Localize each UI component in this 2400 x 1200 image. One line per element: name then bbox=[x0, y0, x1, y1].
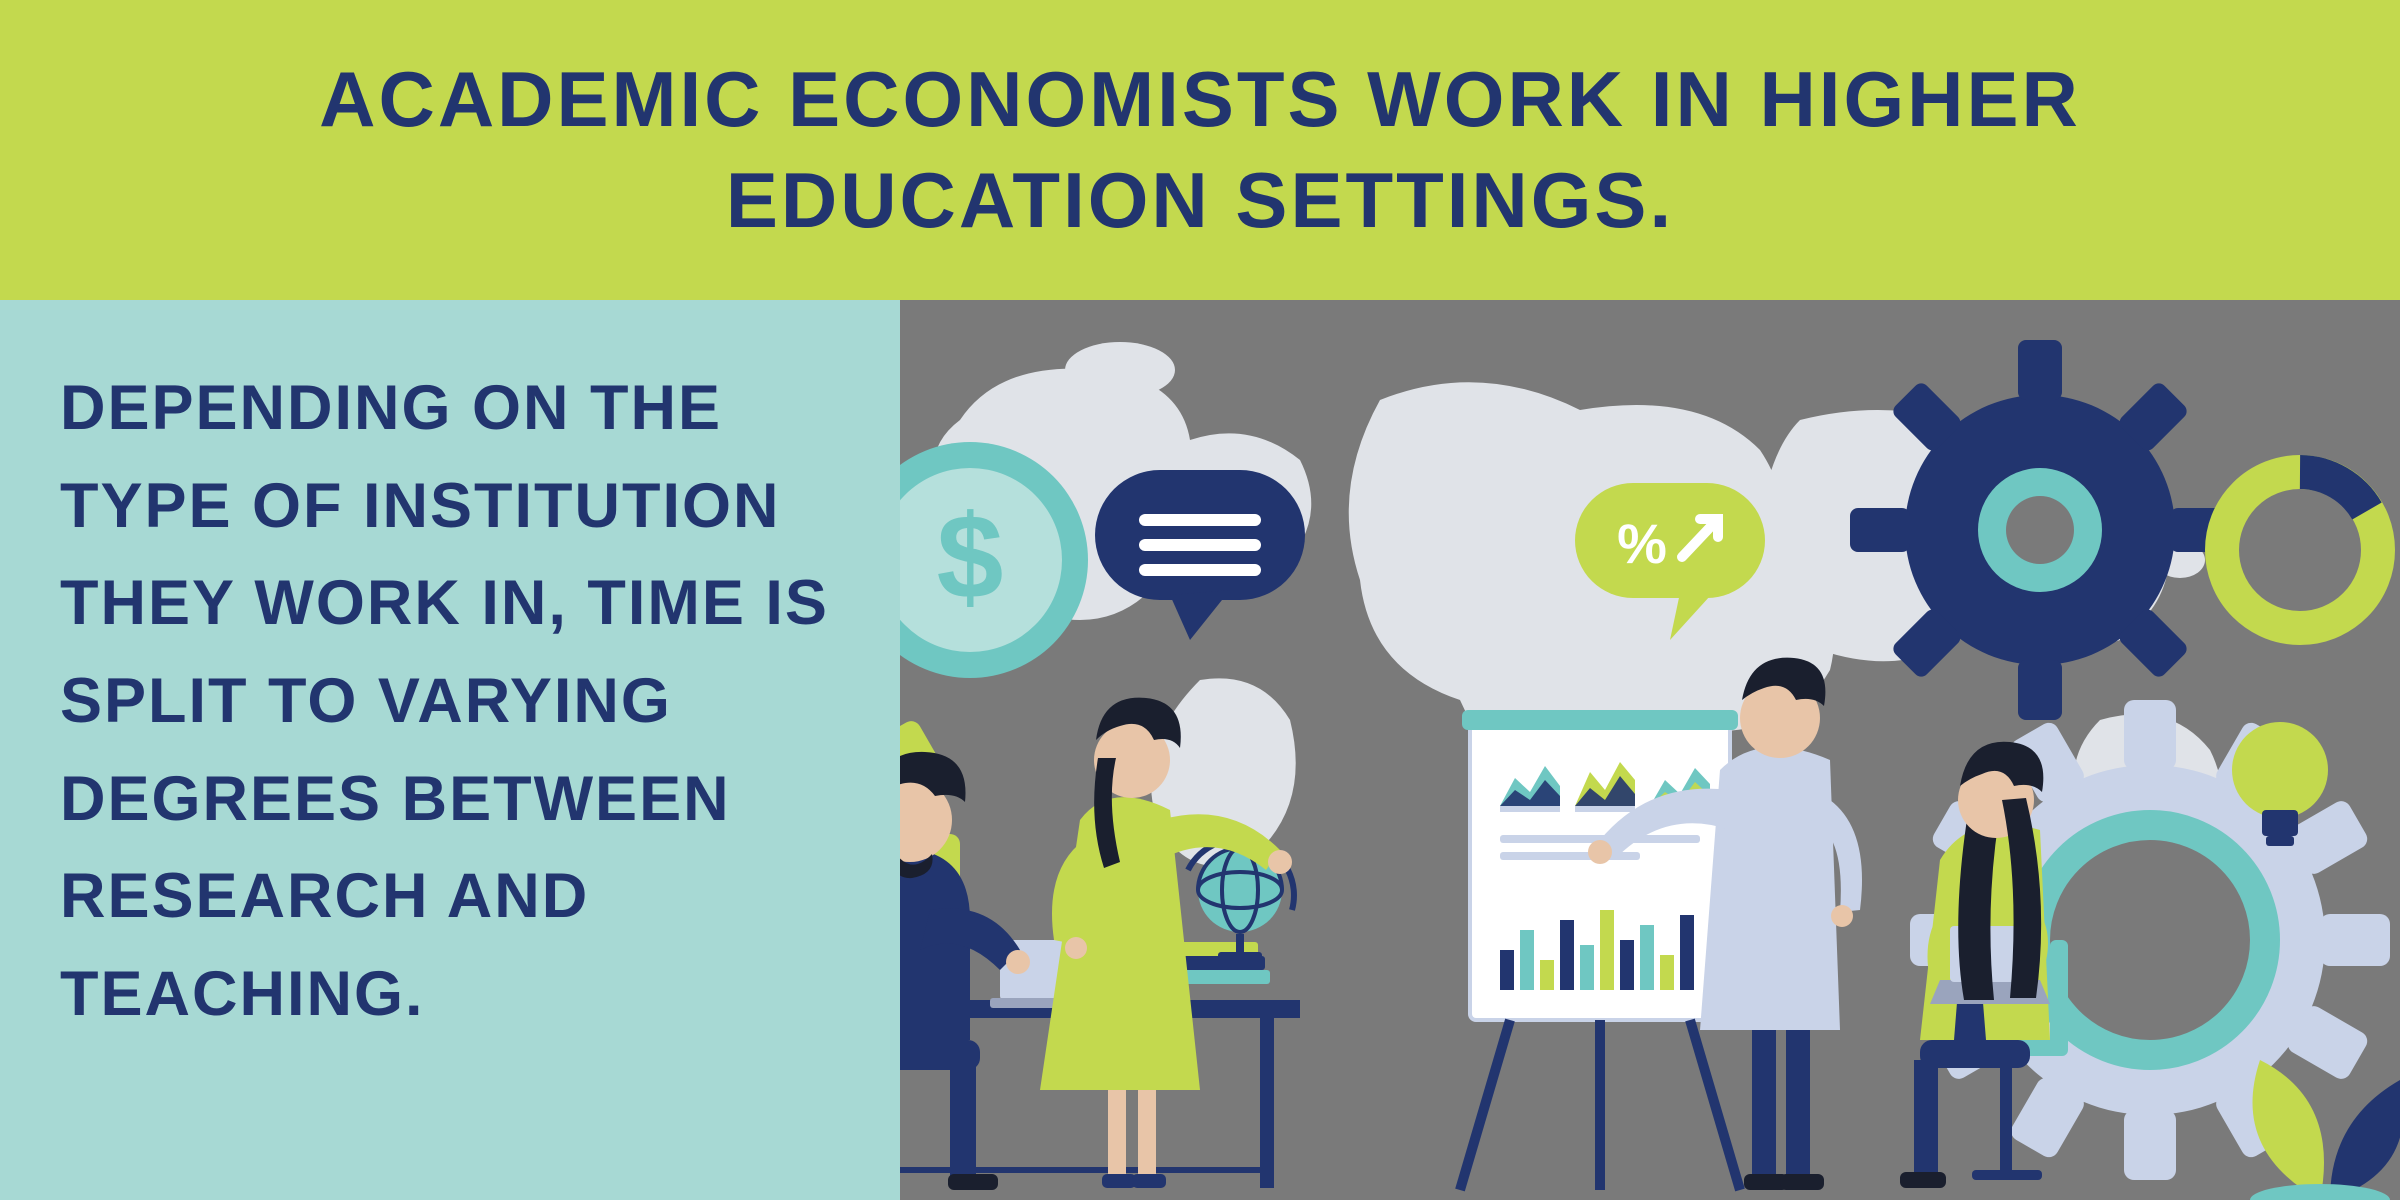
plant-icon bbox=[2250, 1060, 2400, 1200]
infographic-container: ACADEMIC ECONOMISTS WORK IN HIGHER EDUCA… bbox=[0, 0, 2400, 1200]
header-title: ACADEMIC ECONOMISTS WORK IN HIGHER EDUCA… bbox=[100, 49, 2300, 252]
illustration-panel: $ % bbox=[900, 300, 2400, 1200]
dollar-symbol: $ bbox=[937, 490, 1004, 624]
left-text-panel: DEPENDING ON THE TYPE OF INSTITUTION THE… bbox=[0, 300, 900, 1200]
flipchart-icon bbox=[1460, 710, 1740, 1190]
speech-bubble-navy-icon bbox=[1095, 470, 1305, 640]
gear-large-navy-icon bbox=[1850, 340, 2230, 720]
header-banner: ACADEMIC ECONOMISTS WORK IN HIGHER EDUCA… bbox=[0, 0, 2400, 300]
body-row: DEPENDING ON THE TYPE OF INSTITUTION THE… bbox=[0, 300, 2400, 1200]
person-seated-man-icon bbox=[900, 752, 1030, 1190]
donut-chart-icon bbox=[2222, 472, 2378, 628]
percent-symbol: % bbox=[1617, 512, 1667, 575]
illustration-svg: $ % bbox=[900, 300, 2400, 1200]
body-text: DEPENDING ON THE TYPE OF INSTITUTION THE… bbox=[60, 360, 850, 1043]
